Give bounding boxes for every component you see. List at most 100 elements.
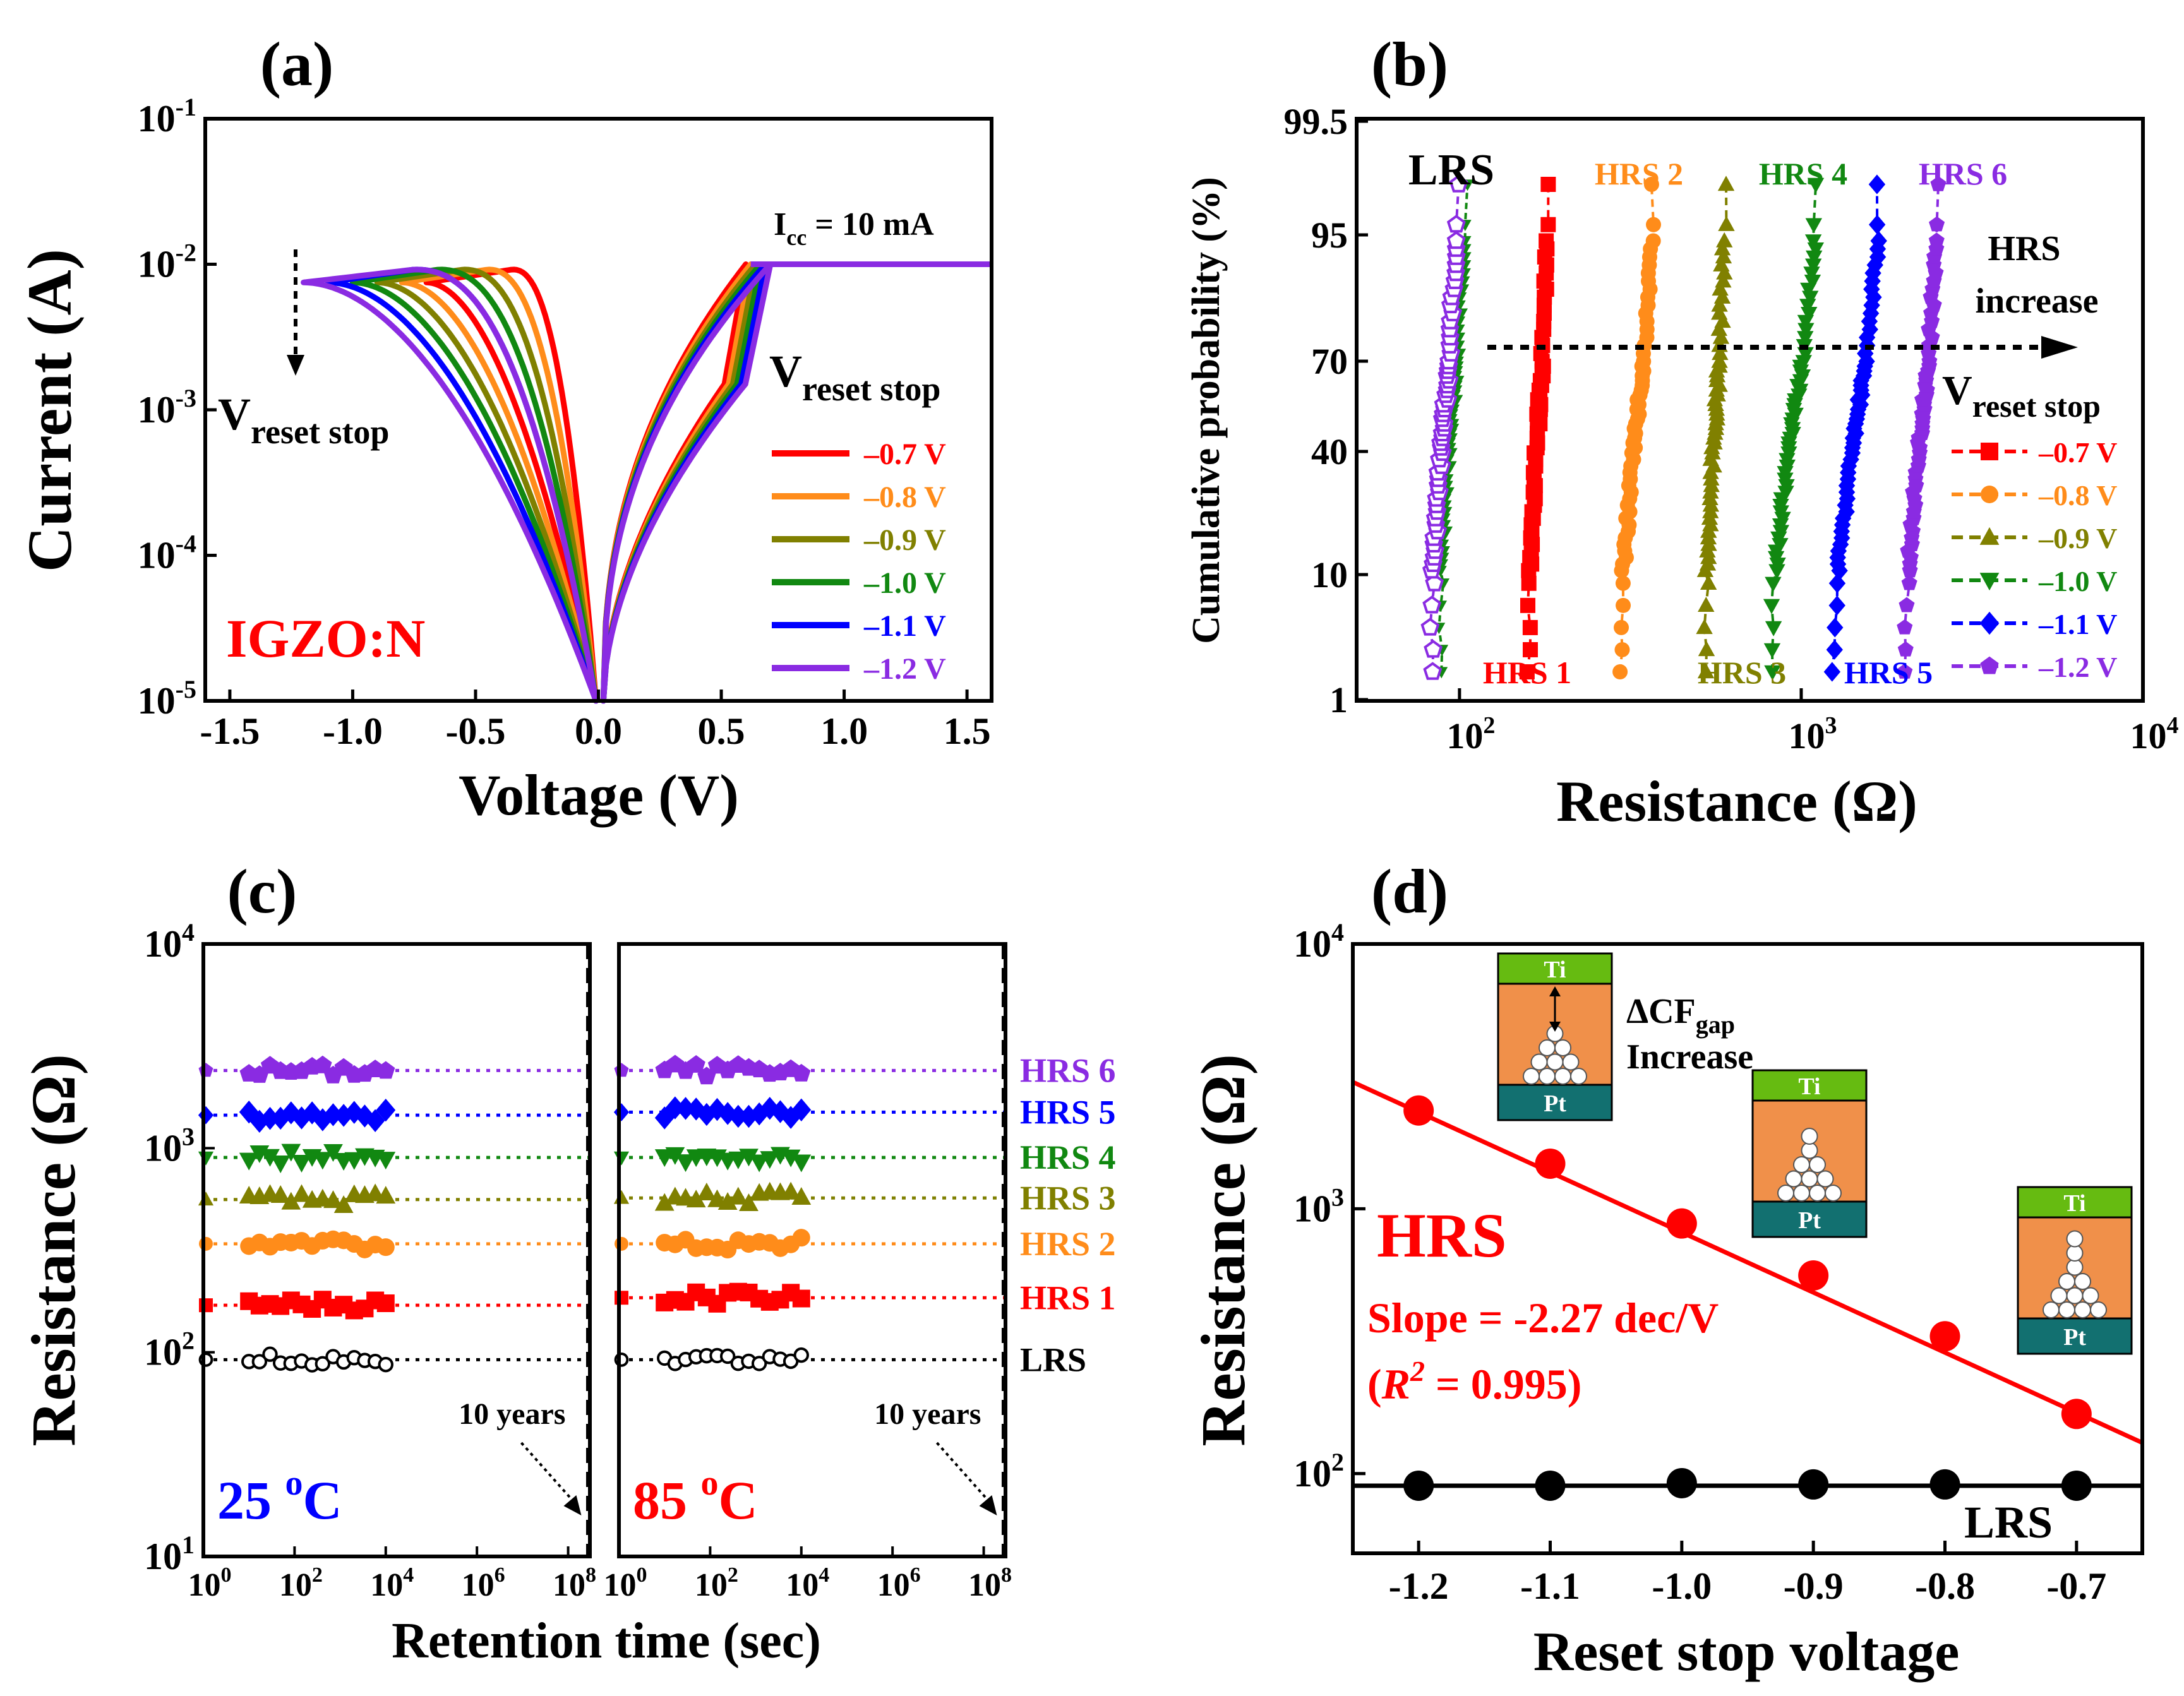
filament-sphere [2074, 1273, 2091, 1290]
legend-label: –0.9 V [863, 523, 946, 557]
filament-sphere [1793, 1156, 1810, 1173]
hrs-increase-label: HRS [1988, 229, 2060, 268]
panel-b-y-axis-title: Cumulative probability (%) [1185, 177, 1228, 643]
y-tick-label: 104 [144, 918, 195, 965]
panel-d-x-axis-title: Reset stop voltage [1533, 1621, 1960, 1683]
retention-marker [613, 1103, 630, 1121]
cdf-marker [1929, 216, 1945, 232]
filament-sphere [1554, 1068, 1571, 1085]
cdf-marker [1522, 619, 1538, 635]
retention-marker [793, 1347, 809, 1363]
pt-label: Pt [1798, 1207, 1821, 1234]
filament-sphere [2043, 1301, 2060, 1318]
r-squared-label: (R2 = 0.995) [1367, 1355, 1581, 1408]
y-tick-label-base: 10 [138, 680, 176, 722]
cdf-marker [1645, 233, 1661, 249]
x-tick-label-exp: 3 [1825, 712, 1837, 739]
panel-d-frame [1351, 942, 2144, 1555]
filament-sphere [2066, 1258, 2084, 1276]
ten-years-label: 10 years [459, 1397, 565, 1431]
filament-sphere [1793, 1185, 1810, 1202]
y-tick-label-exp: -3 [176, 384, 196, 412]
legend-label: –0.8 V [2038, 479, 2117, 511]
retention-marker [728, 1104, 748, 1128]
panel-b-frame [1355, 117, 2145, 703]
cdf-marker [1801, 307, 1818, 323]
retention-marker [249, 1109, 270, 1133]
cdf-marker [1614, 619, 1629, 635]
cdf-marker [1711, 304, 1728, 320]
x-tick-label: 102 [279, 1563, 323, 1603]
y-tick-label: 103 [144, 1122, 195, 1169]
legend-marker [1980, 656, 1999, 674]
retention-marker [313, 1152, 333, 1170]
y-tick-label: 10-2 [138, 239, 196, 285]
panel-a: (a) -1.5 -1.0 -0.5 0.0 0.5 1.0 1.5 10-110-210-… [15, 29, 993, 827]
y-tick-label: 1 [1329, 679, 1348, 720]
lrs-point [2061, 1470, 2092, 1501]
x-tick-label-exp: 8 [585, 1563, 596, 1587]
filament-sphere [2050, 1287, 2068, 1305]
y-tick-label-base: 10 [138, 389, 176, 431]
x-tick-label-exp: 4 [2167, 712, 2179, 739]
retention-marker [792, 1289, 810, 1308]
y-tick-label-exp: 3 [182, 1122, 195, 1150]
y-tick-label-exp: -1 [176, 93, 196, 121]
filament-sphere [1777, 1185, 1794, 1202]
cdf-marker [1698, 641, 1715, 657]
series-label: LRS [1408, 146, 1494, 194]
filament-sphere [1801, 1142, 1818, 1159]
filament-sphere [1801, 1170, 1818, 1188]
legend-label: –1.2 V [863, 652, 946, 686]
retention-marker [344, 1152, 364, 1170]
panel-a-x-axis-title: Voltage (V) [459, 763, 739, 827]
filament-sphere [1785, 1170, 1803, 1188]
cdf-marker [1827, 618, 1844, 638]
hrs-point [1798, 1260, 1829, 1291]
cdf-marker [1615, 575, 1631, 591]
temperature-unit: C [303, 1470, 342, 1531]
y-tick-label: 10-1 [138, 93, 196, 140]
slope-label: Slope = -2.27 dec/V [1367, 1294, 1719, 1342]
ti-electrode [1751, 1069, 1868, 1102]
retention-marker [315, 1356, 331, 1372]
filament-sphere [1809, 1185, 1826, 1202]
retention-marker [292, 1184, 311, 1202]
series-label: HRS 3 [1698, 655, 1786, 690]
panel-c-frame-25C [201, 942, 592, 1558]
x-tick-label-base: 10 [695, 1567, 728, 1603]
cdf-marker [1803, 266, 1820, 282]
retention-marker [376, 1061, 395, 1079]
y-tick-label-exp: -5 [176, 675, 196, 703]
retention-marker [323, 1103, 343, 1126]
panel-a-material-label: IGZO:N [226, 608, 425, 669]
legend-label: –1.1 V [2038, 608, 2117, 640]
legend-marker [1979, 611, 2000, 635]
x-tick-label: 106 [462, 1563, 505, 1603]
cdf-marker [1713, 288, 1731, 304]
x-tick-label-exp: 6 [910, 1563, 921, 1587]
retention-marker [198, 1191, 214, 1206]
y-tick-label: 101 [144, 1531, 195, 1577]
retention-marker [676, 1097, 695, 1120]
legend-label: –1.0 V [863, 566, 946, 600]
x-tick-label-base: 10 [553, 1567, 585, 1603]
x-tick-label: -1.2 [1389, 1565, 1449, 1607]
series-label: HRS 5 [1844, 655, 1933, 690]
ten-years-arrow-head [979, 1495, 997, 1515]
cdf-marker [1712, 280, 1729, 296]
panel-a-label: (a) [260, 29, 334, 99]
gap-arrow-head-up [1549, 986, 1561, 996]
x-tick-label-exp: 4 [403, 1563, 414, 1587]
panel-b-label: (b) [1371, 29, 1448, 99]
cdf-marker [1539, 233, 1554, 249]
cdf-marker [1804, 275, 1821, 290]
retention-marker [792, 1229, 810, 1247]
ti-label: Ti [1798, 1073, 1820, 1100]
x-tick-label: -0.9 [1784, 1565, 1844, 1607]
retention-marker [613, 1151, 630, 1166]
x-tick-label-base: 10 [604, 1567, 637, 1603]
cdf-marker [1643, 177, 1659, 192]
cdf-marker [1797, 347, 1814, 362]
panel-c-label: (c) [227, 856, 297, 926]
